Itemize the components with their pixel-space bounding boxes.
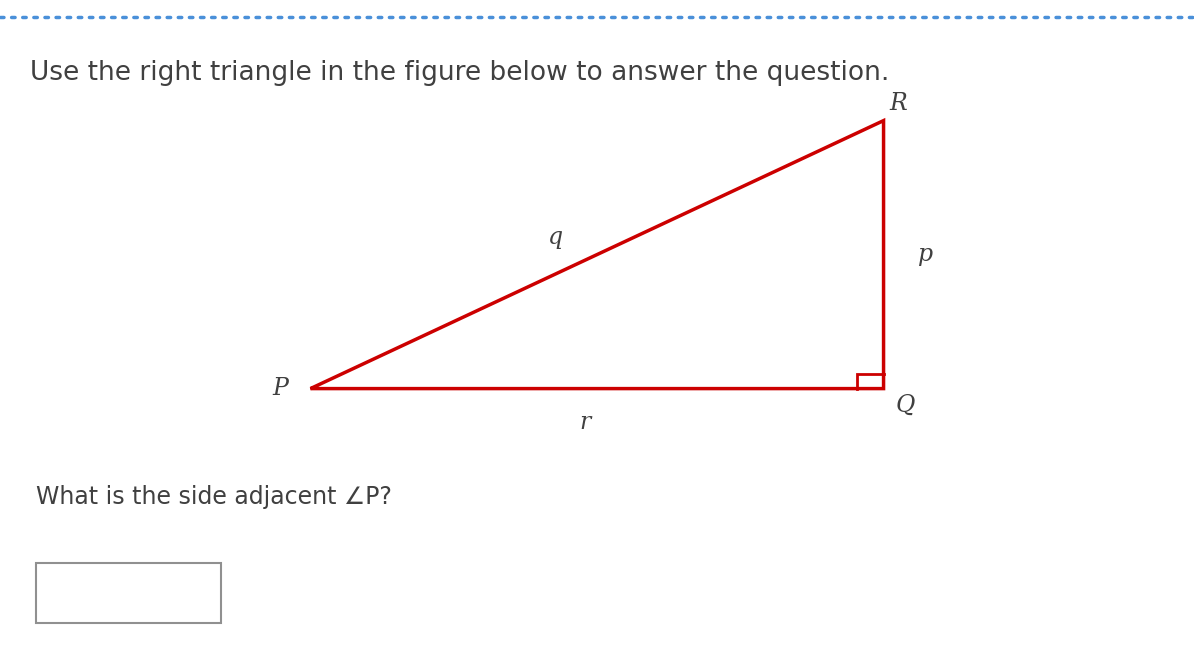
- Text: Use the right triangle in the figure below to answer the question.: Use the right triangle in the figure bel…: [30, 60, 890, 86]
- Text: r: r: [579, 411, 591, 433]
- Text: What is the side adjacent ∠P?: What is the side adjacent ∠P?: [36, 485, 392, 509]
- Bar: [36, 563, 221, 623]
- Text: q: q: [548, 226, 562, 249]
- Text: Q: Q: [896, 394, 915, 417]
- Text: P: P: [272, 377, 289, 400]
- Text: R: R: [890, 92, 906, 115]
- Text: p: p: [918, 243, 933, 266]
